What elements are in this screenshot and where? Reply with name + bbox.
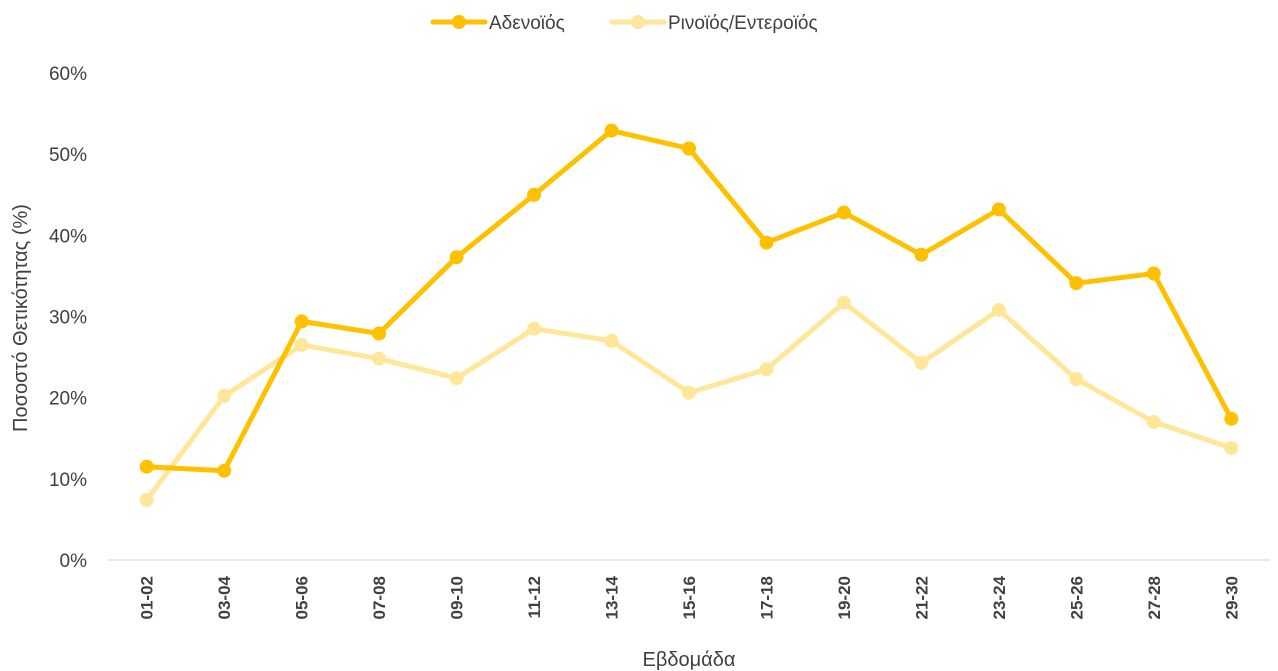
legend-item: Ρινοϊός/Εντεροϊός bbox=[609, 13, 818, 34]
series-line bbox=[144, 300, 1234, 503]
data-point bbox=[527, 321, 542, 336]
x-tick-label: 05-06 bbox=[293, 576, 312, 619]
legend-label: Αδενοϊός bbox=[489, 13, 565, 34]
data-point bbox=[759, 362, 774, 377]
x-tick-label: 27-28 bbox=[1145, 576, 1164, 619]
x-tick-label: 25-26 bbox=[1067, 576, 1086, 619]
data-point bbox=[836, 205, 851, 220]
data-point bbox=[991, 303, 1006, 317]
x-tick-label: 23-24 bbox=[990, 575, 1009, 619]
data-point bbox=[217, 463, 232, 478]
data-point bbox=[294, 337, 309, 352]
series-2 bbox=[139, 295, 1239, 507]
data-point bbox=[914, 247, 929, 262]
data-point bbox=[449, 371, 464, 386]
data-point bbox=[1069, 276, 1084, 291]
x-tick-label: 29-30 bbox=[1222, 576, 1241, 619]
y-tick-label: 20% bbox=[49, 389, 87, 410]
data-point bbox=[759, 235, 774, 250]
y-tick-label: 50% bbox=[49, 145, 87, 166]
x-tick-label: 09-10 bbox=[448, 576, 467, 619]
data-point bbox=[836, 295, 851, 310]
series-1 bbox=[139, 123, 1239, 478]
data-point bbox=[1224, 441, 1239, 455]
x-tick-label: 17-18 bbox=[757, 576, 776, 619]
y-tick-label: 60% bbox=[49, 64, 87, 85]
series-line bbox=[144, 128, 1234, 474]
data-point bbox=[1146, 415, 1161, 429]
legend-item: Αδενοϊός bbox=[430, 13, 565, 34]
x-tick-label: 07-08 bbox=[370, 576, 389, 619]
data-point bbox=[139, 492, 154, 507]
data-point bbox=[682, 141, 696, 156]
x-tick-label: 11-12 bbox=[525, 576, 544, 619]
x-axis-ticks: 01-02 03-04 05-06 07-08 09-10 11-12 13-14 15-16… bbox=[138, 575, 1242, 619]
y-tick-label: 40% bbox=[49, 226, 87, 247]
data-point bbox=[217, 389, 232, 403]
data-point bbox=[139, 459, 154, 474]
x-tick-label: 21-22 bbox=[912, 576, 931, 619]
data-point bbox=[1224, 411, 1239, 426]
data-point bbox=[991, 202, 1006, 217]
x-tick-label: 15-16 bbox=[680, 576, 699, 619]
legend: Αδενοϊός Ρινοϊός/Εντεροϊός bbox=[430, 13, 818, 34]
y-tick-label: 0% bbox=[60, 551, 88, 572]
data-point bbox=[372, 351, 387, 366]
data-point bbox=[294, 314, 309, 329]
data-point bbox=[914, 355, 929, 370]
data-point bbox=[682, 385, 696, 400]
data-point bbox=[372, 326, 387, 341]
data-point bbox=[1069, 372, 1084, 386]
legend-label: Ρινοϊός/Εντεροϊός bbox=[668, 13, 818, 34]
x-tick-label: 13-14 bbox=[603, 575, 622, 619]
data-point bbox=[527, 187, 542, 202]
data-point bbox=[449, 250, 464, 265]
legend-marker-swatch bbox=[452, 15, 466, 29]
series-layer bbox=[139, 123, 1239, 507]
legend-marker-swatch bbox=[631, 15, 645, 29]
x-axis-title: Εβδομάδα bbox=[643, 649, 736, 671]
data-point bbox=[604, 333, 619, 348]
data-point bbox=[604, 123, 619, 138]
y-tick-label: 30% bbox=[49, 308, 87, 329]
y-tick-label: 10% bbox=[49, 470, 87, 491]
x-tick-label: 19-20 bbox=[835, 576, 854, 619]
y-axis-ticks: 0% 10% 20% 30% 40% 50% 60% bbox=[49, 64, 87, 572]
data-point bbox=[1146, 266, 1161, 281]
x-tick-label: 03-04 bbox=[215, 575, 234, 619]
x-tick-label: 01-02 bbox=[138, 576, 157, 619]
y-axis-title: Ποσοστό Θετικότητας (%) bbox=[10, 204, 32, 432]
